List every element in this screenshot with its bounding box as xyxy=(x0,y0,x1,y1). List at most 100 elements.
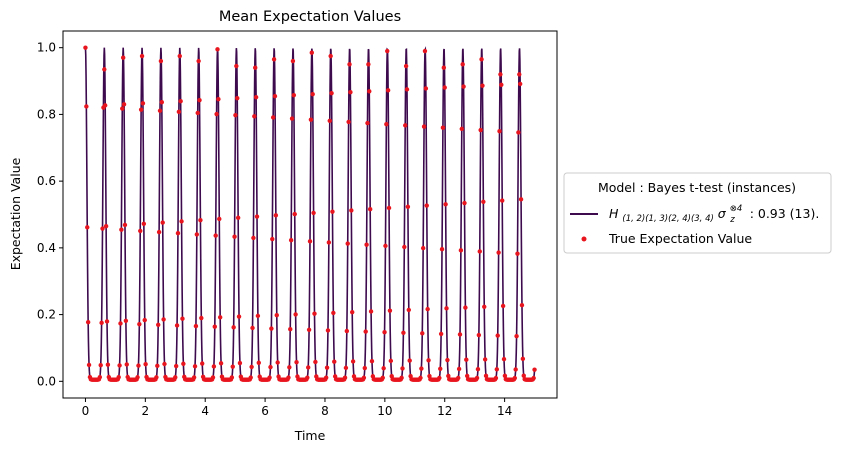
data-point xyxy=(256,360,261,365)
data-point xyxy=(532,367,537,372)
data-point xyxy=(237,360,243,366)
data-point xyxy=(324,365,330,370)
data-point xyxy=(181,361,186,366)
data-point xyxy=(286,375,291,380)
data-point xyxy=(173,375,178,380)
legend-entry-model-sigma-sup: ⊗4 xyxy=(730,204,743,214)
data-point xyxy=(217,315,223,320)
data-point xyxy=(421,124,427,129)
data-point xyxy=(294,360,299,365)
data-point xyxy=(177,53,182,59)
data-point xyxy=(443,202,448,207)
data-point xyxy=(401,330,406,335)
data-point xyxy=(480,83,485,88)
data-point xyxy=(497,129,502,134)
data-point xyxy=(499,82,504,87)
legend-entry-model: H (1, 2)(1, 3)(2, 4)(3, 4) σ ⊗4 z : 0.93… xyxy=(609,199,819,225)
data-point xyxy=(192,364,198,369)
x-tick-label: 0 xyxy=(82,404,90,418)
data-point xyxy=(425,306,430,312)
data-point xyxy=(405,204,411,209)
data-point xyxy=(420,331,425,336)
data-point xyxy=(116,375,121,380)
data-point xyxy=(230,364,235,369)
data-point xyxy=(311,210,316,216)
x-tick-label: 4 xyxy=(201,404,209,418)
data-point xyxy=(456,366,462,372)
y-tick-label: 0.0 xyxy=(37,374,56,388)
data-point xyxy=(157,108,163,113)
chart-title: Mean Expectation Values xyxy=(219,9,401,25)
data-point xyxy=(406,307,411,313)
legend-box xyxy=(563,172,832,254)
data-point xyxy=(440,125,446,130)
data-point xyxy=(388,358,394,364)
data-point xyxy=(210,375,216,380)
data-point xyxy=(364,242,369,247)
data-point xyxy=(461,84,466,89)
data-point xyxy=(387,308,393,313)
data-point xyxy=(515,251,520,256)
data-point xyxy=(380,375,385,380)
data-point xyxy=(362,365,367,371)
y-axis: 0.0 0.2 0.4 0.6 0.8 1.0 xyxy=(37,41,63,388)
data-point xyxy=(418,375,423,381)
data-point xyxy=(457,332,463,337)
legend: Model : Bayes t-test (instances) H (1, 2… xyxy=(563,172,832,254)
data-point xyxy=(97,374,103,380)
data-point xyxy=(274,312,279,318)
data-point xyxy=(123,318,129,323)
data-point xyxy=(483,373,489,379)
data-point xyxy=(479,57,484,62)
data-point xyxy=(253,94,259,100)
data-point xyxy=(424,203,429,208)
data-point xyxy=(193,323,199,329)
data-point xyxy=(174,323,180,328)
y-axis-label: Expectation Value xyxy=(8,157,23,270)
data-point xyxy=(229,375,235,380)
data-point xyxy=(236,314,242,319)
data-point xyxy=(104,319,110,324)
data-point xyxy=(462,200,467,206)
data-point xyxy=(217,216,222,222)
data-point xyxy=(178,99,183,104)
data-point xyxy=(231,325,236,330)
data-point xyxy=(419,366,424,371)
data-point xyxy=(196,58,201,64)
data-point xyxy=(173,363,179,369)
data-point xyxy=(135,375,140,380)
data-point xyxy=(140,101,146,106)
data-point xyxy=(495,333,500,338)
data-point xyxy=(306,365,311,370)
data-point xyxy=(384,122,389,127)
data-point xyxy=(138,107,144,112)
data-point xyxy=(500,198,505,203)
data-point xyxy=(456,375,461,381)
data-point xyxy=(268,364,273,370)
data-point xyxy=(198,217,203,223)
data-point xyxy=(500,303,506,309)
data-point xyxy=(328,53,333,59)
data-point xyxy=(350,359,356,364)
data-point xyxy=(476,332,482,338)
data-point xyxy=(156,229,162,235)
data-point xyxy=(517,72,522,77)
x-tick-label: 6 xyxy=(261,404,269,418)
data-point xyxy=(312,311,317,316)
x-tick-label: 10 xyxy=(377,404,392,418)
data-point xyxy=(437,375,442,381)
data-point xyxy=(367,89,372,94)
data-point xyxy=(118,321,123,326)
data-point xyxy=(232,234,237,239)
data-point xyxy=(143,362,148,367)
data-point xyxy=(361,375,367,380)
data-point xyxy=(481,199,486,205)
data-point xyxy=(482,304,487,309)
data-point xyxy=(270,115,276,120)
legend-entry-model-sigma-sub: z xyxy=(729,215,735,225)
data-point xyxy=(234,63,239,69)
y-tick-label: 0.8 xyxy=(37,107,56,121)
data-point xyxy=(383,243,388,249)
data-point xyxy=(83,45,88,50)
data-point xyxy=(288,327,293,332)
